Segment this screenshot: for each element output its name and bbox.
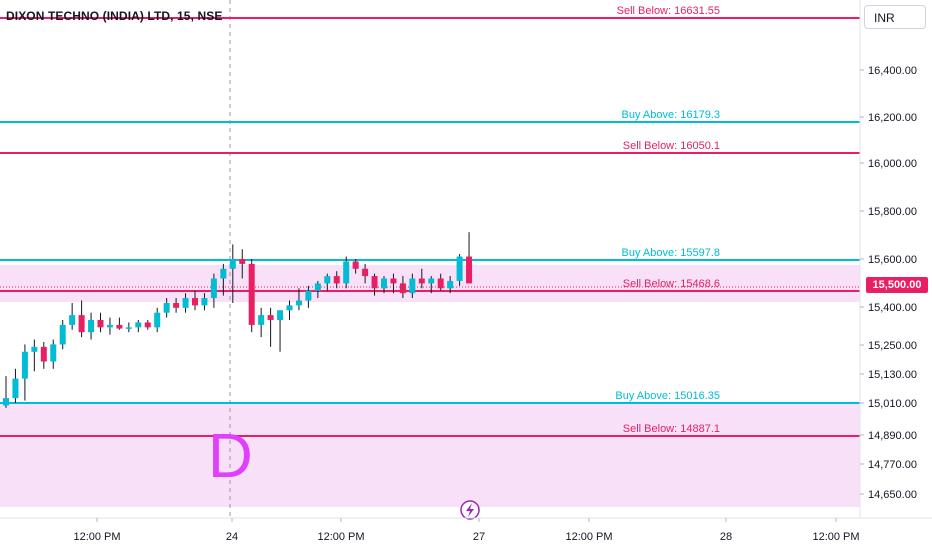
price-tick-label: 14,650.00 <box>868 489 917 501</box>
candle[interactable] <box>381 276 387 294</box>
candle[interactable] <box>210 273 217 308</box>
candle[interactable] <box>12 368 19 403</box>
time-tick-label: 12:00 PM <box>317 531 364 543</box>
candle[interactable] <box>371 273 378 296</box>
candle[interactable] <box>239 249 246 279</box>
price-tick-label: 14,890.00 <box>868 430 917 442</box>
candle[interactable] <box>399 276 406 299</box>
price-tick-label: 15,130.00 <box>868 369 917 381</box>
candle[interactable] <box>362 263 369 284</box>
candle[interactable] <box>343 256 350 289</box>
candle[interactable] <box>220 263 227 296</box>
candle[interactable] <box>333 271 340 289</box>
level-label: Sell Below: 14887.1 <box>623 423 720 435</box>
candle[interactable] <box>305 285 312 308</box>
price-tick-label: 15,600.00 <box>868 254 917 266</box>
candle[interactable] <box>78 300 85 338</box>
candle[interactable] <box>418 268 425 289</box>
candle[interactable] <box>59 320 66 350</box>
candle[interactable] <box>409 273 416 299</box>
time-tick-label: 27 <box>473 531 485 543</box>
candle[interactable] <box>97 312 104 333</box>
symbol-title: DIXON TECHNO (INDIA) LTD, 15, NSE <box>6 9 223 23</box>
price-tick-label: 14,770.00 <box>868 459 917 471</box>
candle[interactable] <box>50 339 57 369</box>
supply-zone <box>0 265 860 302</box>
level-label: Buy Above: 15597.8 <box>622 247 720 259</box>
level-label: Sell Below: 16631.55 <box>617 5 720 17</box>
candle[interactable] <box>248 259 255 333</box>
price-tick-label: 16,200.00 <box>868 112 917 124</box>
price-tick-label: 16,400.00 <box>868 65 917 77</box>
watermark-letter: D <box>208 422 253 491</box>
candle[interactable] <box>447 276 454 294</box>
price-tick-label: 15,400.00 <box>868 302 917 314</box>
level-label: Buy Above: 16179.3 <box>622 109 720 121</box>
currency-button[interactable]: INR <box>864 5 926 29</box>
price-tick-label: 15,250.00 <box>868 340 917 352</box>
candle[interactable] <box>40 341 47 369</box>
candle[interactable] <box>135 320 142 333</box>
candle[interactable] <box>456 254 463 286</box>
level-label: Sell Below: 16050.1 <box>623 140 720 152</box>
candle[interactable] <box>258 307 265 338</box>
candle[interactable] <box>116 317 123 330</box>
time-tick-label: 12:00 PM <box>565 531 612 543</box>
time-tick-label: 28 <box>720 531 732 543</box>
demand-zone <box>0 404 860 507</box>
time-tick-label: 12:00 PM <box>73 531 120 543</box>
candle[interactable] <box>201 293 208 311</box>
lightning-icon[interactable] <box>460 500 480 520</box>
candle[interactable] <box>314 280 321 299</box>
candle[interactable] <box>69 302 76 330</box>
candle[interactable] <box>437 273 444 291</box>
candle[interactable] <box>295 288 302 311</box>
time-tick-label: 24 <box>226 531 238 543</box>
candle[interactable] <box>144 320 151 330</box>
candle[interactable] <box>352 259 359 274</box>
candle[interactable] <box>173 298 180 313</box>
current-price-tag: 15,500.00 <box>866 277 928 293</box>
candle[interactable] <box>154 307 161 333</box>
candle[interactable] <box>286 300 293 321</box>
candle[interactable] <box>163 298 170 318</box>
price-tick-label: 15,010.00 <box>868 398 917 410</box>
time-tick-label: 12:00 PM <box>812 531 859 543</box>
level-label: Sell Below: 15468.6 <box>623 278 720 290</box>
candle[interactable] <box>88 312 95 340</box>
candle[interactable] <box>21 344 28 401</box>
candle[interactable] <box>390 273 397 294</box>
candle[interactable] <box>182 293 189 313</box>
level-label: Buy Above: 15016.35 <box>615 390 720 402</box>
candle[interactable] <box>106 317 113 335</box>
candle[interactable] <box>466 232 473 284</box>
candle[interactable] <box>125 322 132 333</box>
candle[interactable] <box>3 376 9 408</box>
candle[interactable] <box>277 310 284 352</box>
candle[interactable] <box>229 244 236 303</box>
candle[interactable] <box>428 276 435 294</box>
candle[interactable] <box>267 307 274 347</box>
price-tick-label: 15,800.00 <box>868 206 917 218</box>
candle[interactable] <box>324 273 331 291</box>
price-tick-label: 16,000.00 <box>868 158 917 170</box>
candle[interactable] <box>31 339 38 372</box>
candle[interactable] <box>192 290 198 311</box>
